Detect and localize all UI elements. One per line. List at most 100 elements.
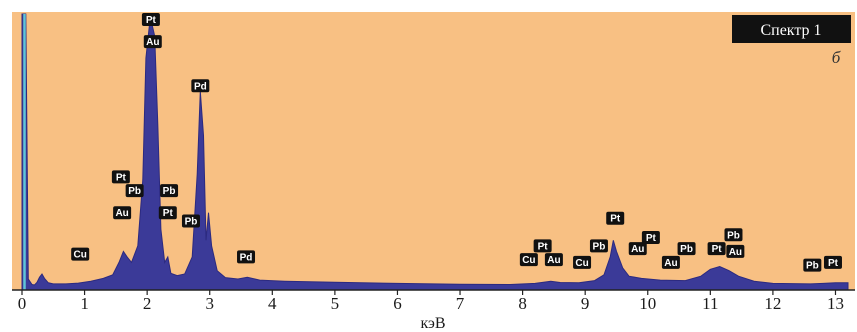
peak-label-pt-0: Pt (141, 13, 160, 27)
x-tick-label-8: 8 (518, 294, 527, 313)
peak-label-pb-24: Pb (803, 258, 822, 272)
peak-label-pb-14: Pb (589, 239, 608, 253)
peak-label-au-1: Au (143, 35, 162, 49)
peak-label-pb-20: Pb (677, 242, 696, 256)
peak-label-pb-8: Pb (181, 214, 200, 228)
peak-label-box (677, 242, 696, 256)
peak-label-au-17: Au (628, 242, 647, 256)
x-tick-label-0: 0 (18, 294, 27, 313)
peak-label-text: Pb (163, 186, 176, 197)
peak-label-au-5: Au (113, 206, 132, 220)
peak-label-box (726, 244, 745, 258)
peak-label-box (803, 258, 822, 272)
peak-label-box (158, 206, 177, 220)
peak-label-text: Au (729, 247, 742, 258)
peak-label-text: Cu (74, 250, 87, 261)
peak-label-pb-4: Pb (125, 184, 144, 198)
peak-label-box (724, 228, 743, 242)
peak-label-text: Pt (828, 258, 839, 269)
legend-box: Спектр 1 (732, 15, 851, 43)
peak-label-text: Pb (806, 261, 819, 272)
peak-label-pt-25: Pt (823, 255, 842, 269)
peak-label-pt-21: Pt (707, 242, 726, 256)
peak-label-box (181, 214, 200, 228)
peak-label-text: Pt (163, 208, 174, 219)
peak-label-box (589, 239, 608, 253)
x-tick-label-12: 12 (764, 294, 781, 313)
peak-label-text: Pt (116, 172, 127, 183)
spectrum-series-0 (21, 13, 849, 291)
peak-label-text: Pd (240, 252, 253, 263)
x-tick-label-10: 10 (639, 294, 656, 313)
x-axis-ticks: 0 1 2 3 4 5 6 7 8 9 10 11 12 13 (18, 290, 844, 313)
peak-label-pd-2: Pd (191, 79, 210, 93)
peak-label-box (71, 247, 90, 261)
peak-label-box (661, 255, 680, 269)
peak-label-box (143, 35, 162, 49)
peak-label-text: Au (547, 255, 560, 266)
peak-label-text: Pt (146, 15, 157, 26)
peak-label-pt-18: Pt (641, 231, 660, 245)
peak-label-au-23: Au (726, 244, 745, 258)
x-tick-label-11: 11 (702, 294, 718, 313)
peak-label-text: Pt (610, 214, 621, 225)
x-tick-label-2: 2 (143, 294, 152, 313)
x-tick-label-6: 6 (393, 294, 402, 313)
peak-label-box (160, 184, 179, 198)
x-tick-label-9: 9 (581, 294, 590, 313)
peak-label-text: Pb (680, 244, 693, 255)
peak-label-text: Pb (185, 217, 198, 228)
peak-label-box (533, 239, 552, 253)
peak-label-text: Pb (128, 186, 141, 197)
x-tick-label-1: 1 (80, 294, 89, 313)
peak-label-box (573, 255, 592, 269)
panel-label: б (832, 48, 841, 67)
x-tick-label-4: 4 (268, 294, 277, 313)
peak-label-text: Au (664, 258, 677, 269)
peak-label-box (606, 211, 625, 225)
peak-label-text: Pt (646, 233, 657, 244)
peak-label-box (544, 253, 563, 267)
peak-label-pt-11: Pt (533, 239, 552, 253)
peak-label-cu-15: Cu (573, 255, 592, 269)
legend-background (732, 15, 851, 43)
peak-label-text: Pb (727, 230, 740, 241)
peak-label-box (141, 13, 160, 27)
x-tick-label-5: 5 (331, 294, 340, 313)
peak-label-text: Pt (712, 244, 723, 255)
peak-label-box (519, 253, 538, 267)
peak-label-pb-6: Pb (160, 184, 179, 198)
peak-label-text: Pd (194, 81, 207, 92)
peak-label-text: Au (146, 37, 159, 48)
peak-label-box (111, 170, 130, 184)
peak-label-text: Pb (593, 241, 606, 252)
peak-label-box (191, 79, 210, 93)
x-tick-label-13: 13 (827, 294, 844, 313)
x-tick-label-3: 3 (205, 294, 214, 313)
spectrum-area-layer (21, 13, 849, 291)
peak-label-text: Cu (575, 258, 588, 269)
peak-label-cu-9: Cu (71, 247, 90, 261)
peak-label-box (641, 231, 660, 245)
peak-label-box (823, 255, 842, 269)
peak-label-box (237, 250, 256, 264)
peak-label-box (628, 242, 647, 256)
peak-label-au-19: Au (661, 255, 680, 269)
peak-label-text: Au (115, 208, 128, 219)
peak-label-pt-7: Pt (158, 206, 177, 220)
peak-label-text: Cu (522, 255, 535, 266)
peak-label-pb-22: Pb (724, 228, 743, 242)
peak-label-box (125, 184, 144, 198)
peak-label-pd-10: Pd (237, 250, 256, 264)
x-tick-label-7: 7 (456, 294, 465, 313)
peak-label-text: Au (631, 244, 644, 255)
x-axis-title: кэВ (420, 315, 445, 332)
chart-title: Спектр 1 (760, 22, 821, 39)
peak-label-cu-12: Cu (519, 253, 538, 267)
peak-label-box (113, 206, 132, 220)
peak-label-au-13: Au (544, 253, 563, 267)
peak-label-box (707, 242, 726, 256)
peak-label-pt-16: Pt (606, 211, 625, 225)
